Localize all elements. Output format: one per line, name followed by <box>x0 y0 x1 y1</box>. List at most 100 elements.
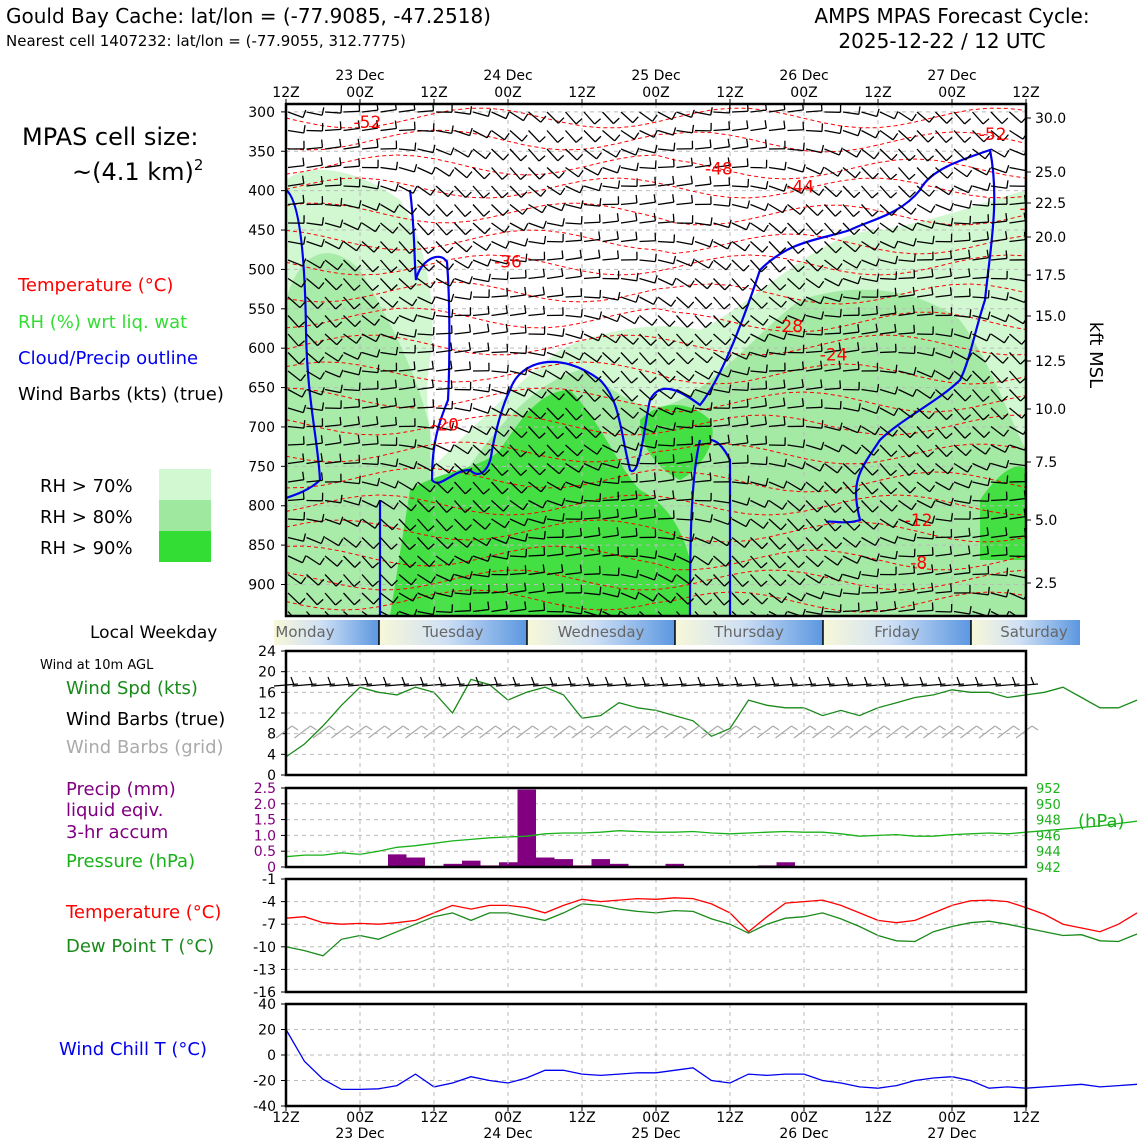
wind-barb-flag <box>949 287 953 296</box>
wind-barb-flag <box>872 227 880 235</box>
wind-barb-flag <box>671 574 677 583</box>
wind-barb-flag <box>891 209 898 216</box>
wind-barb-flag <box>615 335 621 344</box>
wind-barb <box>454 573 471 580</box>
wind-barb-flag <box>448 465 455 474</box>
wind-barb <box>361 555 374 569</box>
wind-barb <box>676 259 692 267</box>
wind-barb <box>491 555 508 560</box>
wind-barb-flag <box>301 389 307 398</box>
wind-barb-flag <box>783 104 786 110</box>
wind-barb-flag <box>319 557 325 566</box>
wind-barb <box>898 167 910 180</box>
wind-barb-flag <box>428 560 436 568</box>
wind-barb-flag <box>393 316 399 325</box>
wind-barb <box>472 259 489 267</box>
wind-barb <box>694 352 708 364</box>
wind-barb <box>639 573 655 581</box>
bottom-tick-label: 12Z <box>568 1110 595 1126</box>
wind-barb <box>324 441 341 446</box>
wind-barb-flag <box>710 107 713 116</box>
wind-barb <box>805 148 822 154</box>
wind-barb <box>491 351 508 354</box>
wind-barb-grid <box>534 725 552 739</box>
wind-barb-true-flag <box>678 676 684 686</box>
wind-barb-flag <box>672 454 675 463</box>
wind-barb-flag <box>539 468 546 476</box>
wind-barb <box>380 241 393 254</box>
wind-barb <box>768 481 785 489</box>
wind-barb-flag <box>505 535 510 544</box>
wind-barb <box>417 555 430 568</box>
wind-barb-flag <box>464 487 472 495</box>
y-tick-label-right: 946 <box>1036 829 1061 844</box>
wind-barb <box>935 275 952 280</box>
wind-barb <box>287 259 304 267</box>
wind-barb <box>731 315 745 328</box>
wind-barb <box>768 404 785 409</box>
wind-barb <box>287 443 305 446</box>
wind-barb <box>657 277 673 286</box>
wind-barb-flag <box>505 408 510 416</box>
wind-barb <box>435 407 453 410</box>
wind-barb <box>787 444 804 449</box>
wind-barb <box>287 370 301 382</box>
wind-barb <box>472 313 489 317</box>
wind-barb <box>639 389 652 401</box>
wind-barb-true-flag <box>290 676 295 686</box>
wind-barb <box>398 368 415 372</box>
temperature-contour <box>286 254 1026 276</box>
wind-barb <box>657 425 674 431</box>
pressure-unit: (hPa) <box>1078 811 1125 832</box>
wind-barb <box>398 518 411 532</box>
wind-barb-flag <box>339 416 342 425</box>
wind-barb <box>565 499 582 505</box>
temp-dew-panel: -1-4-7-10-13-16 <box>253 872 1138 1001</box>
wind-barb <box>805 129 823 133</box>
wind-barb <box>306 536 322 545</box>
wind-barb-flag <box>653 129 658 138</box>
wind-barb <box>787 241 799 254</box>
wind-barb <box>509 277 527 280</box>
wind-barb <box>731 423 748 428</box>
temperature-contour-label: -24 <box>820 345 848 365</box>
wind-barb-flag <box>302 453 305 462</box>
wind-barb <box>639 296 654 306</box>
wind-barb-flag <box>913 533 917 542</box>
wind-barb <box>879 129 894 141</box>
wind-barb <box>620 314 636 325</box>
wind-barb-flag <box>1001 413 1009 420</box>
wind-barb-true-flag <box>641 676 647 686</box>
wind-barb <box>768 296 782 308</box>
wind-barb <box>694 592 707 606</box>
wind-barb-flag <box>672 175 675 184</box>
wind-barb <box>694 388 711 396</box>
temperature-contour <box>286 154 1026 180</box>
wind-barb-flag <box>967 185 973 193</box>
wind-barb-flag <box>596 152 603 160</box>
wind-barb <box>935 444 948 457</box>
wind-barb-flag <box>542 268 546 277</box>
wind-barb <box>639 277 656 284</box>
wind-barb <box>620 296 637 303</box>
wind-barb-flag <box>746 497 751 506</box>
wind-barb-flag <box>634 316 640 324</box>
wind-barb <box>1028 131 1043 138</box>
wind-barb <box>306 164 323 169</box>
wind-barb-flag <box>834 525 842 532</box>
wind-barb-flag <box>986 333 991 342</box>
wind-barb-flag <box>429 280 436 289</box>
wind-barb <box>380 592 394 604</box>
wind-barb-flag <box>428 264 436 272</box>
wind-barb <box>731 146 748 150</box>
wind-barb <box>509 499 524 511</box>
wind-barb-flag <box>651 318 658 326</box>
wind-barb-grid-flag <box>698 725 706 731</box>
wind-barb-flag <box>800 483 806 491</box>
precip-bar <box>776 862 795 867</box>
wind-barb <box>842 368 859 372</box>
wind-barb <box>1009 352 1021 365</box>
wind-barb-true-flag <box>382 676 388 686</box>
wind-barb <box>935 389 949 401</box>
